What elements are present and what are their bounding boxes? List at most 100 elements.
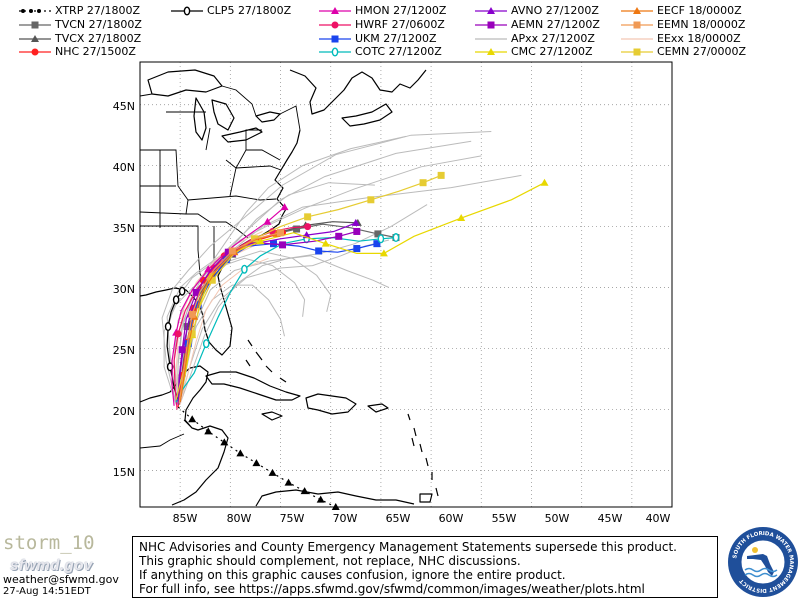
track-point-marker: [315, 247, 323, 255]
legend-item-eexx: EExx 18/0000Z: [620, 32, 741, 46]
model-legend: XTRP 27/1800Z TVCN 27/1800Z TVCX 27/1800…: [0, 0, 800, 62]
lake-ontario: [255, 111, 281, 123]
track-aemn: [177, 227, 361, 405]
island-puerto-rico: [367, 403, 389, 413]
legend-marker: [183, 6, 191, 16]
legend-label: AEMN 27/1200Z: [511, 18, 600, 31]
track-point-marker: [178, 286, 186, 296]
track-cotc: [175, 233, 400, 403]
track-clp5: [164, 286, 186, 405]
legend-marker: [633, 21, 641, 29]
legend-swatch: [621, 48, 653, 56]
legend-label: NHC 27/1500Z: [55, 45, 136, 58]
lon-label: 85W: [173, 512, 198, 525]
seal-sun-icon: [752, 547, 758, 553]
track-point-marker: [280, 203, 289, 211]
lesser-antilles: [407, 413, 439, 497]
legend-label: APxx 27/1200Z: [511, 32, 595, 45]
track-line: [171, 206, 285, 406]
legend-marker: [31, 21, 39, 29]
legend-label: CLP5 27/1800Z: [207, 4, 292, 17]
legend-swatch: [319, 47, 351, 57]
legend-swatch: [621, 7, 653, 14]
track-point-marker: [304, 223, 312, 231]
track-point-marker: [379, 249, 388, 257]
legend-marker: [31, 35, 39, 42]
legend-item-eemn: EEMN 18/0000Z: [620, 18, 745, 32]
lon-label: 50W: [545, 512, 570, 525]
track-point-marker: [377, 234, 385, 244]
legend-item-eecf: EECF 18/0000Z: [620, 4, 742, 18]
legend-swatch: [19, 35, 51, 42]
track-point-marker: [367, 196, 375, 204]
legend-marker: [29, 9, 33, 13]
lon-label: 60W: [439, 512, 464, 525]
island-trinidad: [419, 493, 433, 503]
legend-item-cotc: COTC 27/1200Z: [318, 45, 442, 59]
track-point-marker: [208, 276, 216, 284]
track-line: [179, 243, 378, 403]
lon-label: 55W: [492, 512, 517, 525]
legend-label: EECF 18/0000Z: [657, 4, 742, 17]
track-line: [177, 230, 357, 405]
track-point-marker: [392, 233, 400, 243]
legend-marker: [487, 48, 495, 55]
storm-logo: storm_10: [3, 532, 95, 554]
track-point-marker: [192, 288, 200, 296]
track-line: [175, 236, 397, 403]
track-point-marker: [374, 230, 382, 238]
track-line: [179, 233, 277, 403]
disclaimer-line: This graphic should complement, not repl…: [139, 554, 521, 568]
track-point-marker: [184, 340, 192, 348]
track-point-marker: [202, 339, 210, 349]
apxx-member-track: [161, 131, 492, 404]
legend-label: HWRF 27/0600Z: [355, 18, 445, 31]
timestamp: 27-Aug 14:51EDT: [3, 586, 91, 597]
track-point-marker: [224, 248, 232, 256]
lon-label: 65W: [386, 512, 411, 525]
track-point-marker: [204, 427, 213, 435]
legend-swatch: [171, 6, 203, 16]
legend-swatch: [19, 48, 51, 56]
legend-label: TVCX 27/1800Z: [55, 32, 142, 45]
track-point-marker: [437, 171, 445, 179]
lon-label: 75W: [280, 512, 305, 525]
track-point-marker: [256, 237, 265, 245]
lat-label: 35N: [113, 222, 135, 235]
legend-item-hwrf: HWRF 27/0600Z: [318, 18, 445, 32]
track-point-marker: [178, 346, 186, 354]
lat-label: 15N: [113, 466, 135, 479]
track-point-marker: [284, 478, 293, 486]
legend-marker: [331, 7, 339, 14]
legend-swatch: [319, 35, 351, 43]
legend-swatch: [621, 38, 653, 40]
track-point-marker: [188, 330, 196, 338]
island-hispaniola: [305, 393, 357, 415]
legend-swatch: [319, 21, 351, 29]
track-point-marker: [316, 495, 325, 503]
track-point-marker: [174, 330, 182, 338]
central-america-border: [139, 419, 193, 449]
lat-label: 45N: [113, 100, 135, 113]
apxx-member-track: [177, 135, 407, 403]
apxx-member-track: [178, 239, 390, 405]
disclaimer-line: For full info, see https://apps.sfwmd.go…: [139, 582, 645, 596]
track-point-marker: [304, 213, 312, 221]
legend-marker: [331, 47, 339, 57]
track-point-marker: [236, 449, 245, 457]
track-point-marker: [172, 295, 180, 305]
coastline-canada: [289, 69, 427, 127]
legend-swatch: [19, 21, 51, 29]
track-point-marker: [457, 214, 466, 222]
state-borders: [139, 111, 282, 287]
track-point-marker: [241, 264, 248, 274]
track-point-marker: [188, 415, 197, 423]
track-point-marker: [353, 245, 361, 253]
legend-item-avno: AVNO 27/1200Z: [474, 4, 599, 18]
legend-label: UKM 27/1200Z: [355, 32, 437, 45]
island-jamaica: [261, 411, 283, 421]
lat-label: 40N: [113, 161, 135, 174]
legend-item-hmon: HMON 27/1200Z: [318, 4, 446, 18]
track-point-marker: [373, 240, 381, 248]
great-lakes: [147, 69, 223, 97]
